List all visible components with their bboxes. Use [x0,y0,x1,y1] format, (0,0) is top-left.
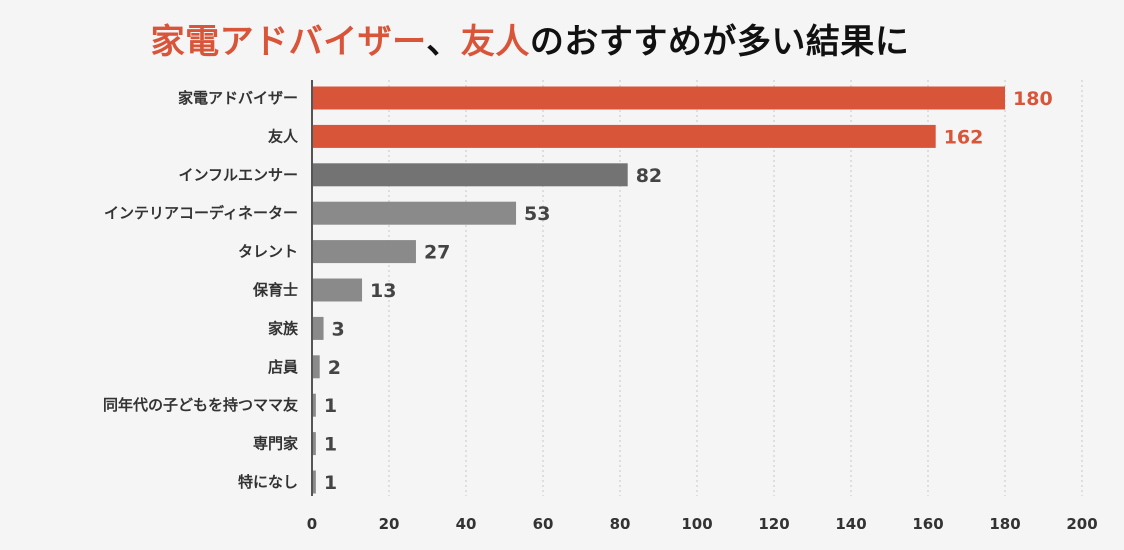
bar-7 [312,355,320,379]
bar-5 [312,278,363,302]
category-label-9: 専門家 [253,435,298,453]
value-label-1: 162 [944,126,984,148]
x-tick-label-0: 0 [307,515,317,533]
category-label-0: 家電アドバイザー [178,89,298,107]
bar-6 [312,316,324,340]
value-label-4: 27 [424,242,450,264]
bar-8 [312,393,316,417]
category-label-2: インフルエンサー [178,166,298,184]
value-label-2: 82 [636,165,662,187]
category-label-10: 特になし [238,473,298,491]
x-tick-label-180: 180 [989,515,1020,533]
bar-0 [312,86,1005,110]
value-label-10: 1 [324,472,337,494]
bar-3 [312,201,517,225]
bar-9 [312,432,316,456]
x-tick-label-160: 160 [912,515,943,533]
value-label-7: 2 [328,357,341,379]
x-tick-label-200: 200 [1066,515,1097,533]
category-label-8: 同年代の子どもを持つママ友 [103,396,298,414]
value-label-8: 1 [324,395,337,417]
bar-10 [312,470,316,494]
x-tick-label-80: 80 [610,515,631,533]
value-label-5: 13 [370,280,396,302]
category-label-7: 店員 [268,358,298,376]
x-tick-label-120: 120 [758,515,789,533]
category-label-3: インテリアコーディネーター [104,204,298,222]
value-label-6: 3 [332,318,345,340]
x-tick-label-60: 60 [533,515,554,533]
category-label-4: タレント [238,243,298,261]
bar-4 [312,240,416,264]
title-part-3: のおすすめが多い結果に [529,22,910,62]
category-label-1: 友人 [268,127,299,145]
value-label-3: 53 [524,203,550,225]
x-tick-label-100: 100 [681,515,712,533]
title-part-2: 友人 [460,22,530,62]
value-label-9: 1 [324,434,337,456]
category-label-6: 家族 [268,319,299,337]
value-label-0: 180 [1013,88,1053,110]
bar-1 [312,124,936,148]
x-tick-label-140: 140 [835,515,866,533]
category-label-5: 保育士 [252,281,298,299]
title-part-1: 、 [426,22,461,62]
chart-title: 家電アドバイザー、友人のおすすめが多い結果に [0,14,1060,63]
x-tick-label-20: 20 [379,515,400,533]
bar-2 [312,163,628,187]
x-tick-label-40: 40 [456,515,477,533]
title-part-0: 家電アドバイザー [150,22,427,62]
